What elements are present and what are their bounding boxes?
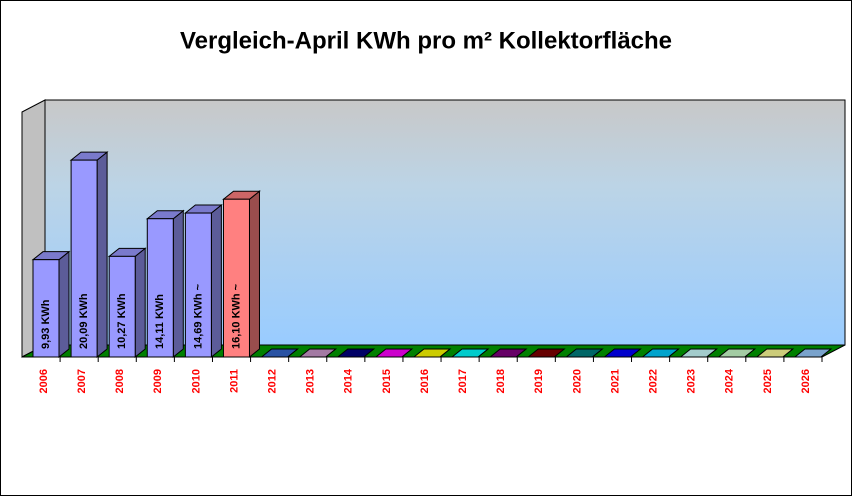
- value-label: 14,11 KWh: [154, 294, 166, 349]
- x-tick-label: 2011: [228, 369, 240, 393]
- bar-top: [679, 348, 719, 358]
- bar-side: [210, 203, 222, 359]
- x-tick-label: 2008: [114, 369, 126, 393]
- x-tick-label: 2016: [419, 369, 431, 393]
- bar-side: [96, 151, 108, 359]
- bar-top: [298, 348, 338, 358]
- bar-top: [412, 348, 452, 358]
- bar-side: [172, 209, 184, 359]
- x-tick-label: 2006: [38, 369, 50, 393]
- bar-top: [717, 348, 757, 358]
- bar-top: [488, 348, 528, 358]
- bar: [184, 212, 212, 358]
- bar: [32, 259, 60, 358]
- x-tick-label: 2019: [533, 369, 545, 393]
- x-tick-label: 2009: [152, 369, 164, 393]
- bar-top: [336, 348, 376, 358]
- x-tick-label: 2014: [343, 368, 355, 393]
- bar-side: [248, 190, 260, 359]
- bar: [146, 218, 174, 358]
- bar: [70, 159, 98, 358]
- x-tick-label: 2025: [762, 369, 774, 393]
- x-tick-label: 2018: [495, 369, 507, 393]
- bar-top: [374, 348, 414, 358]
- x-tick-label: 2022: [647, 369, 659, 393]
- x-tick-label: 2021: [609, 369, 621, 393]
- bar-top: [450, 348, 490, 358]
- bar: [108, 255, 136, 358]
- bar-side: [134, 247, 146, 359]
- x-tick-label: 2026: [800, 369, 812, 393]
- bar-top: [755, 348, 795, 358]
- bar-top: [260, 348, 299, 358]
- x-tick-label: 2015: [381, 369, 393, 393]
- x-tick-label: 2010: [190, 369, 202, 393]
- bar-top: [603, 348, 642, 358]
- x-tick-label: 2020: [571, 369, 583, 393]
- bar-side: [58, 250, 70, 359]
- x-tick-label: 2013: [305, 369, 317, 393]
- x-tick-label: 2017: [457, 369, 469, 393]
- x-tick-label: 2023: [686, 369, 698, 393]
- x-tick-label: 2024: [724, 368, 736, 393]
- bar: [222, 198, 250, 358]
- x-tick-label: 2007: [76, 369, 88, 393]
- chart-title: Vergleich-April KWh pro m² Kollektorfläc…: [180, 27, 672, 54]
- bar-top: [564, 348, 604, 358]
- bar-top: [526, 348, 566, 358]
- bar-top: [641, 348, 680, 358]
- value-label: 9,93 KWh: [40, 299, 52, 349]
- value-label: 14,69 KWh ~: [192, 283, 204, 349]
- value-label: 20,09 KWh: [78, 293, 90, 349]
- value-label: 10,27 KWh: [116, 293, 128, 349]
- x-tick-label: 2012: [267, 369, 279, 393]
- value-label: 16,10 KWh ~: [230, 283, 242, 349]
- bar-top: [793, 348, 833, 358]
